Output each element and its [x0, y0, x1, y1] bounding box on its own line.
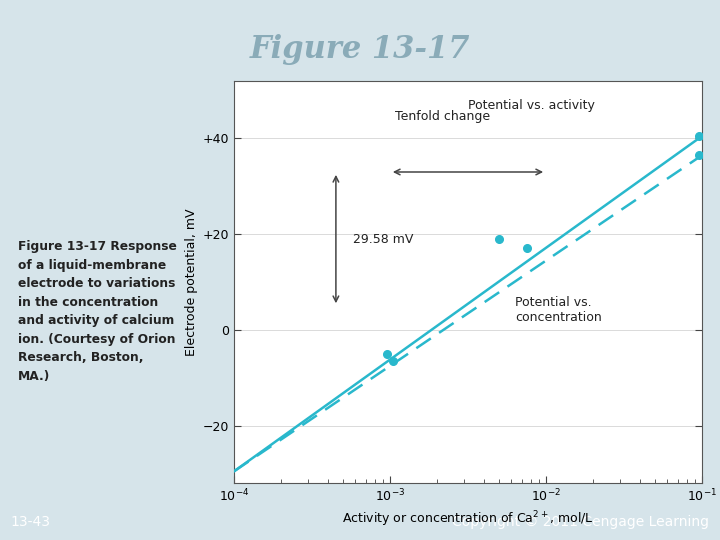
- Text: Tenfold change: Tenfold change: [395, 110, 490, 123]
- Text: Potential vs.
concentration: Potential vs. concentration: [515, 296, 601, 324]
- Y-axis label: Electrode potential, mV: Electrode potential, mV: [186, 208, 199, 356]
- Text: 13-43: 13-43: [11, 516, 51, 529]
- Text: Figure 13-17 Response
of a liquid-membrane
electrode to variations
in the concen: Figure 13-17 Response of a liquid-membra…: [18, 240, 177, 383]
- Text: Potential vs. activity: Potential vs. activity: [468, 99, 595, 112]
- Text: Figure 13-17: Figure 13-17: [250, 33, 470, 65]
- Text: 29.58 mV: 29.58 mV: [353, 233, 413, 246]
- X-axis label: Activity or concentration of Ca$^{2+}$, mol/L: Activity or concentration of Ca$^{2+}$, …: [342, 509, 594, 529]
- Text: Copyright © 2011 Cengage Learning: Copyright © 2011 Cengage Learning: [452, 516, 709, 529]
